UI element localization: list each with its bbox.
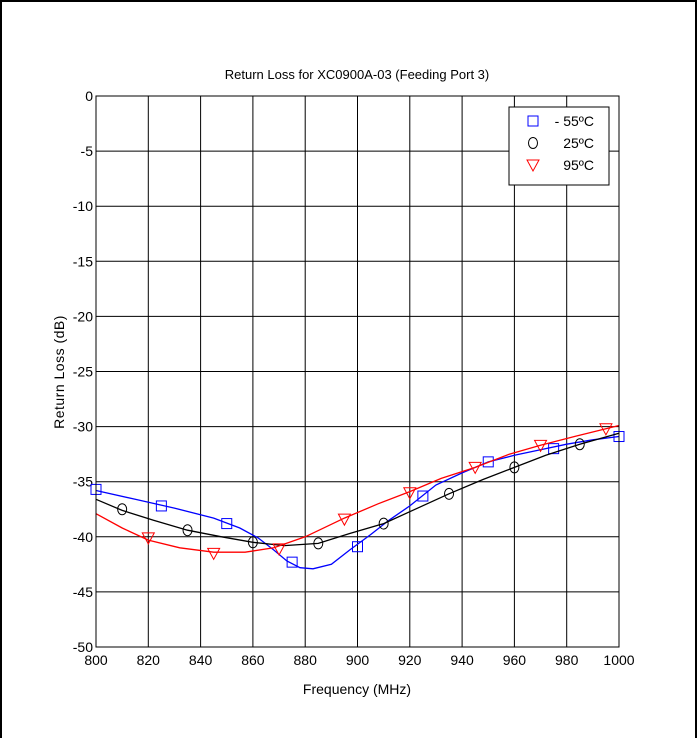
legend-label: 95ºC bbox=[563, 157, 594, 173]
chart-title: Return Loss for XC0900A-03 (Feeding Port… bbox=[225, 67, 489, 82]
plot-area-border bbox=[95, 95, 620, 648]
y-tick-label: -5 bbox=[81, 143, 94, 159]
legend-marker bbox=[526, 159, 540, 173]
x-tick-label: 980 bbox=[555, 652, 579, 668]
data-point-marker bbox=[117, 503, 128, 516]
data-point-marker bbox=[221, 518, 233, 530]
series-line bbox=[95, 432, 620, 547]
x-tick-label: 920 bbox=[398, 652, 422, 668]
data-point-marker bbox=[155, 500, 167, 512]
legend-item-2: 95ºC bbox=[526, 157, 594, 173]
series-line bbox=[95, 424, 620, 553]
data-point-marker bbox=[482, 456, 494, 468]
data-point-marker bbox=[286, 556, 298, 568]
data-point-marker bbox=[468, 461, 483, 475]
legend: - 55ºC 25ºC 95ºC bbox=[508, 106, 610, 186]
legend-item-1: 25ºC bbox=[528, 135, 594, 151]
data-point-marker bbox=[444, 487, 455, 500]
x-tick-label: 1000 bbox=[603, 652, 634, 668]
data-point-marker bbox=[313, 537, 324, 550]
series-line bbox=[95, 435, 620, 570]
legend-marker bbox=[528, 137, 538, 149]
data-point-marker bbox=[509, 461, 520, 474]
data-point-marker bbox=[574, 438, 585, 451]
data-point-marker bbox=[337, 513, 352, 527]
data-point-marker bbox=[378, 517, 389, 530]
y-tick-label: -45 bbox=[73, 584, 93, 600]
legend-box bbox=[508, 106, 610, 186]
y-tick-label: -15 bbox=[73, 253, 93, 269]
x-tick-label: 960 bbox=[503, 652, 527, 668]
data-point-marker bbox=[599, 423, 613, 436]
legend-item-0: - 55ºC bbox=[527, 113, 594, 129]
x-tick-label: 880 bbox=[294, 652, 318, 668]
data-point-marker bbox=[182, 524, 193, 537]
legend-marker bbox=[527, 115, 539, 127]
x-tick-label: 940 bbox=[450, 652, 474, 668]
y-tick-label: -40 bbox=[73, 529, 93, 545]
data-point-marker bbox=[417, 490, 429, 502]
y-tick-label: -25 bbox=[73, 364, 93, 380]
x-tick-label: 820 bbox=[137, 652, 161, 668]
x-tick-label: 860 bbox=[241, 652, 265, 668]
data-point-marker bbox=[352, 541, 363, 553]
series-group bbox=[90, 423, 625, 570]
data-point-marker bbox=[141, 532, 156, 545]
x-tick-label: 800 bbox=[84, 652, 108, 668]
data-point-marker bbox=[402, 487, 417, 500]
legend-items: - 55ºC 25ºC 95ºC bbox=[526, 113, 594, 173]
data-point-marker bbox=[272, 543, 286, 556]
y-tick-label: 0 bbox=[85, 88, 93, 104]
series-1 bbox=[95, 432, 620, 550]
y-tick-label: -20 bbox=[73, 308, 93, 324]
y-axis-label: Return Loss (dB) bbox=[51, 315, 67, 429]
legend-label: 25ºC bbox=[563, 135, 594, 151]
y-tick-label: -30 bbox=[73, 419, 93, 435]
x-tick-label: 900 bbox=[346, 652, 370, 668]
y-tick-label: -35 bbox=[73, 474, 93, 490]
series-2 bbox=[95, 423, 620, 561]
y-tick-label: -10 bbox=[73, 198, 93, 214]
data-point-marker bbox=[533, 439, 548, 453]
data-point-marker bbox=[247, 536, 258, 549]
y-tick-label: -50 bbox=[73, 639, 93, 655]
x-tick-label: 840 bbox=[189, 652, 213, 668]
series-0 bbox=[90, 431, 625, 570]
data-point-marker bbox=[206, 547, 221, 561]
data-point-marker bbox=[548, 443, 560, 455]
x-axis-label: Frequency (MHz) bbox=[303, 681, 411, 697]
legend-label: - 55ºC bbox=[555, 113, 594, 129]
tick-labels: 800 820 840 860 880 900 920 940 960 980 1000 0 -5 -10… bbox=[73, 88, 635, 668]
